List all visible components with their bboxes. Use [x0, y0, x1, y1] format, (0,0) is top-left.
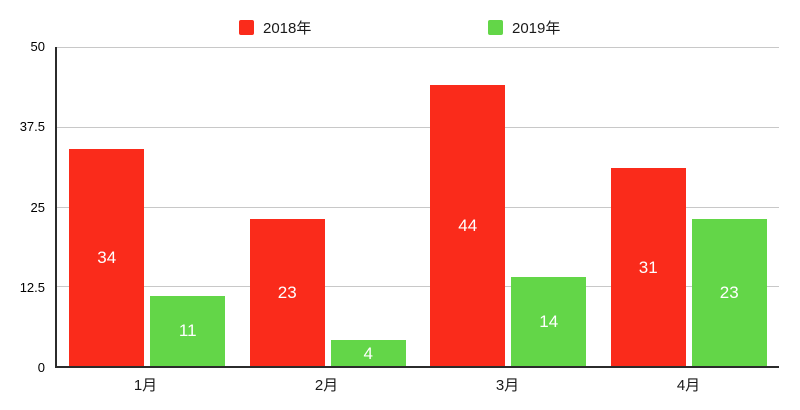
bar-2019-jan[interactable]: 11 [150, 295, 226, 366]
bar-group-mar: 44 14 [418, 47, 599, 366]
bar-2018-feb[interactable]: 23 [249, 219, 325, 366]
x-axis-label-feb: 2月 [314, 377, 339, 394]
bar-value-label: 23 [277, 283, 297, 303]
bar-group-apr: 31 23 [599, 47, 780, 366]
bar-2019-feb[interactable]: 4 [330, 340, 406, 366]
bar-group-jan: 34 11 [57, 47, 238, 366]
bar-group-feb: 23 4 [238, 47, 419, 366]
y-axis-tick-25: 25 [30, 200, 45, 215]
legend-label-2018: 2018年 [263, 20, 312, 37]
legend-label-2019: 2019年 [512, 20, 561, 37]
bar-value-label: 14 [539, 311, 559, 331]
bar-value-label: 11 [178, 321, 197, 341]
gridline-12-5 [57, 286, 779, 288]
y-axis-tick-0: 0 [37, 360, 45, 375]
bar-value-label: 44 [458, 216, 478, 236]
x-axis-label-apr: 4月 [676, 377, 701, 394]
bar-2019-mar[interactable]: 14 [511, 276, 587, 366]
bar-2018-jan[interactable]: 34 [69, 149, 145, 366]
bar-groups: 34 11 23 4 44 14 [57, 47, 779, 366]
bar-value-label: 23 [719, 283, 739, 303]
x-axis-label-jan: 1月 [133, 377, 158, 394]
bar-value-label: 34 [97, 248, 117, 268]
bar-2018-mar[interactable]: 44 [430, 85, 506, 366]
plot-area: 34 11 23 4 44 14 [55, 47, 779, 368]
bar-value-label: 4 [363, 343, 373, 363]
bar-value-label: 31 [638, 257, 658, 277]
x-axis-label-mar: 3月 [495, 377, 520, 394]
legend-item-2018[interactable]: 2018年 [239, 17, 311, 38]
legend-swatch-2018-icon [239, 20, 254, 35]
y-axis-tick-50: 50 [30, 39, 45, 54]
y-axis-tick-12-5: 12.5 [19, 280, 45, 295]
gridline-50 [57, 47, 779, 48]
bar-2019-apr[interactable]: 23 [691, 219, 767, 366]
bar-2018-apr[interactable]: 31 [610, 168, 686, 366]
gridline-25 [57, 206, 779, 208]
legend-swatch-2019-icon [488, 20, 503, 35]
legend-item-2019[interactable]: 2019年 [488, 17, 560, 38]
y-axis-tick-37-5: 37.5 [19, 119, 45, 134]
gridline-37-5 [57, 126, 779, 128]
x-axis-labels: 1月 2月 3月 4月 [55, 374, 779, 395]
